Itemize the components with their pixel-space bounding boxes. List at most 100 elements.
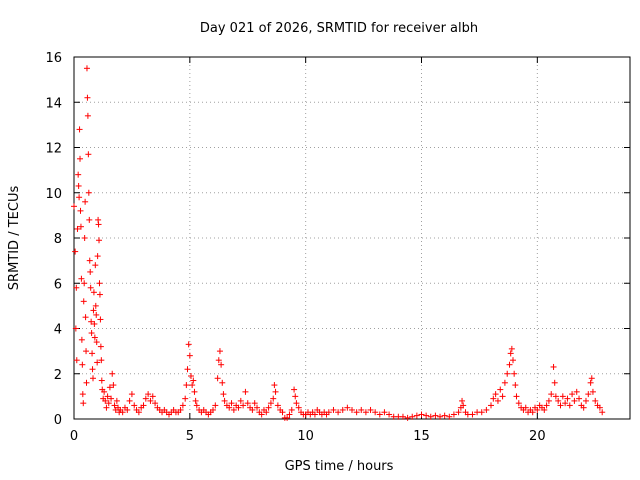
x-tick-label: 15 <box>413 429 430 444</box>
data-point <box>184 366 191 373</box>
data-point <box>83 65 90 72</box>
data-point <box>88 318 95 325</box>
data-point <box>344 404 351 411</box>
data-point <box>427 413 434 420</box>
data-point <box>91 334 98 341</box>
data-point <box>548 391 555 398</box>
data-point <box>279 409 286 416</box>
data-point <box>399 413 406 420</box>
data-point <box>543 402 550 409</box>
data-point <box>522 404 529 411</box>
data-point <box>599 409 606 416</box>
data-point <box>103 404 110 411</box>
x-tick-label: 5 <box>186 429 194 444</box>
data-point <box>81 235 88 241</box>
data-point <box>186 352 193 359</box>
data-point <box>147 397 154 404</box>
data-point <box>580 404 587 411</box>
data-point <box>441 412 448 419</box>
data-point <box>126 397 133 404</box>
data-point <box>258 411 265 418</box>
data-point <box>494 397 501 404</box>
grid-lines <box>74 57 630 419</box>
data-point <box>104 393 111 400</box>
data-point <box>72 325 79 332</box>
data-point <box>585 391 592 398</box>
data-point <box>85 151 92 158</box>
data-point <box>529 409 536 416</box>
data-point <box>409 413 416 420</box>
data-point <box>569 391 576 398</box>
data-point <box>191 388 198 395</box>
data-point <box>488 402 494 409</box>
data-point <box>244 400 251 407</box>
data-point <box>339 406 346 413</box>
x-tick-labels: 0 5 10 15 20 <box>70 429 546 444</box>
data-point <box>84 94 91 101</box>
data-point <box>71 203 77 210</box>
data-point <box>242 388 249 395</box>
data-point <box>96 291 103 298</box>
data-point <box>589 388 596 395</box>
data-point <box>113 397 120 404</box>
data-point <box>450 411 457 418</box>
data-point <box>177 406 184 413</box>
data-point <box>534 406 541 413</box>
data-point <box>235 404 242 411</box>
data-point <box>292 393 299 400</box>
y-tick-label: 8 <box>54 232 62 247</box>
data-point <box>460 402 467 409</box>
data-point <box>124 406 131 413</box>
data-point <box>84 112 91 119</box>
data-point <box>358 406 365 413</box>
x-axis-label: GPS time / hours <box>285 459 394 474</box>
data-point <box>96 280 103 287</box>
y-tick-label: 2 <box>54 368 62 383</box>
data-point <box>501 379 508 386</box>
data-point <box>190 377 197 384</box>
data-point <box>551 379 558 386</box>
data-point <box>249 406 256 413</box>
data-point <box>219 379 226 386</box>
data-point <box>446 413 453 420</box>
data-point <box>80 400 87 407</box>
x-tick-label: 10 <box>297 429 314 444</box>
data-point <box>98 377 105 384</box>
data-point <box>582 397 589 404</box>
data-point <box>76 194 83 201</box>
data-point <box>77 207 84 214</box>
data-point <box>267 400 274 407</box>
x-tick-label: 0 <box>70 429 78 444</box>
x-tick-label: 20 <box>529 429 546 444</box>
data-point <box>592 397 599 404</box>
data-point <box>293 400 300 407</box>
data-point <box>274 402 281 409</box>
data-point <box>105 400 112 407</box>
data-point <box>330 406 337 413</box>
data-point <box>263 409 270 416</box>
data-point <box>510 357 517 364</box>
data-point <box>73 284 80 291</box>
y-tick-label: 0 <box>54 413 62 428</box>
data-point <box>459 397 466 404</box>
y-tick-labels: 0 2 4 6 8 10 12 14 16 <box>45 51 62 428</box>
data-point <box>87 268 94 275</box>
data-point <box>478 409 485 416</box>
data-point <box>230 406 237 413</box>
data-point <box>79 361 86 368</box>
data-point <box>335 409 342 416</box>
data-point <box>119 409 126 416</box>
data-point <box>102 397 109 404</box>
y-tick-label: 16 <box>45 51 62 66</box>
y-tick-label: 14 <box>45 96 62 111</box>
data-point <box>284 414 291 421</box>
data-point <box>566 402 573 409</box>
data-point <box>587 379 594 386</box>
data-point <box>220 391 227 398</box>
data-point <box>349 406 355 413</box>
data-point <box>469 411 476 418</box>
data-point <box>545 397 552 404</box>
data-point <box>140 402 147 409</box>
data-point <box>101 388 108 395</box>
data-point <box>511 370 518 377</box>
